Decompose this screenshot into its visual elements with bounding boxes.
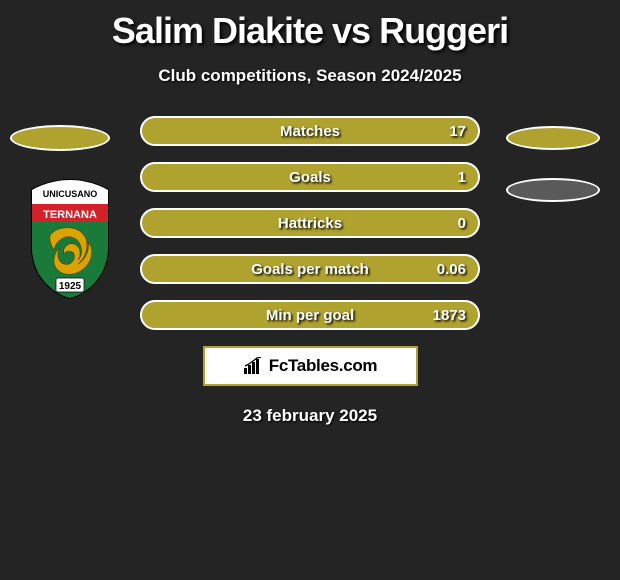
- left-ellipse-decor: [10, 125, 110, 151]
- stat-value: 1873: [433, 307, 466, 324]
- stat-value: 0: [458, 215, 466, 232]
- club-crest: UNICUSANO TERNANA 1925: [30, 178, 110, 300]
- stat-row: Matches 17: [140, 116, 480, 146]
- chart-icon: [243, 357, 265, 375]
- stat-row: Goals per match 0.06: [140, 254, 480, 284]
- page-title: Salim Diakite vs Ruggeri: [0, 0, 620, 52]
- stat-label: Min per goal: [266, 307, 354, 324]
- crest-year: 1925: [59, 281, 82, 292]
- stat-value: 1: [458, 169, 466, 186]
- stat-row: Min per goal 1873: [140, 300, 480, 330]
- stat-row: Hattricks 0: [140, 208, 480, 238]
- stat-label: Goals: [289, 169, 331, 186]
- right-ellipse-decor-2: [506, 178, 600, 202]
- stat-value: 0.06: [437, 261, 466, 278]
- subtitle: Club competitions, Season 2024/2025: [0, 66, 620, 86]
- crest-top-text: UNICUSANO: [43, 189, 98, 199]
- stat-value: 17: [449, 123, 466, 140]
- stat-row: Goals 1: [140, 162, 480, 192]
- crest-mid-text: TERNANA: [43, 209, 97, 221]
- right-ellipse-decor-1: [506, 126, 600, 150]
- stat-label: Goals per match: [251, 261, 369, 278]
- footer-date: 23 february 2025: [0, 406, 620, 426]
- stat-label: Matches: [280, 123, 340, 140]
- brand-badge: FcTables.com: [203, 346, 418, 386]
- stat-label: Hattricks: [278, 215, 342, 232]
- brand-text: FcTables.com: [269, 356, 378, 376]
